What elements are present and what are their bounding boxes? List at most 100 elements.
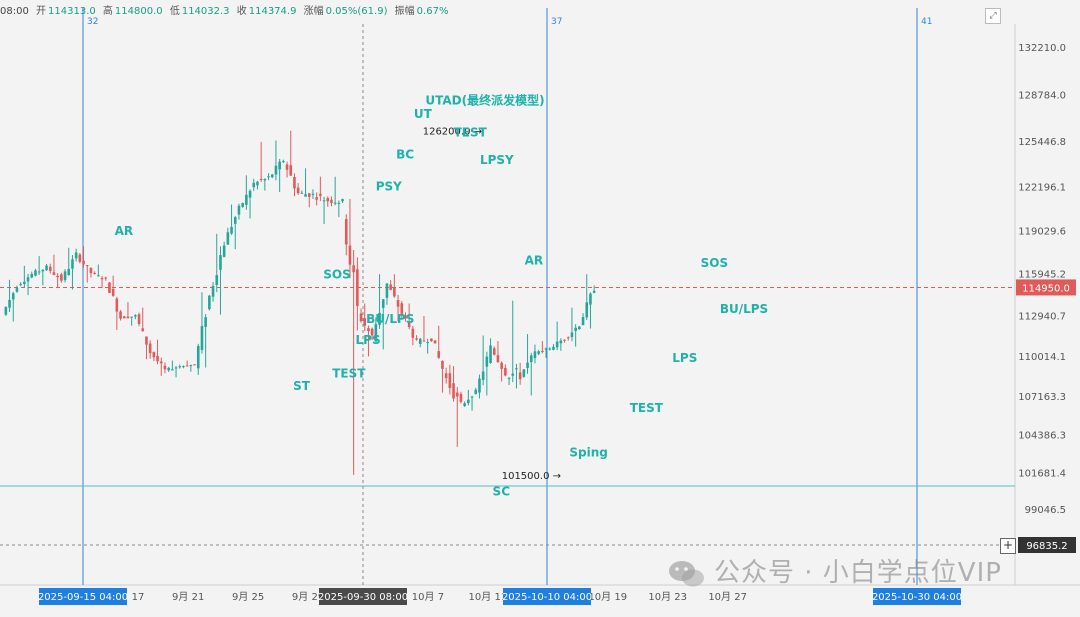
candle-body: [263, 178, 267, 181]
candle-body: [407, 321, 411, 328]
candle-body: [370, 328, 374, 336]
amplitude-label: 振幅: [394, 6, 415, 17]
candle-body: [489, 345, 492, 363]
candle-body: [189, 365, 193, 367]
expand-icon[interactable]: ⤢: [985, 8, 1001, 24]
candle-body: [311, 193, 315, 195]
candle-body: [570, 332, 574, 338]
candle-body: [463, 403, 466, 407]
candle-body: [455, 392, 459, 397]
candle-body: [422, 340, 426, 342]
cycle-date-box: [39, 588, 127, 605]
candle-body: [304, 194, 307, 197]
candle-body: [559, 340, 563, 344]
candle-body: [230, 226, 233, 234]
candle-body: [393, 287, 396, 297]
candle-body: [104, 277, 108, 279]
candle-body: [60, 274, 63, 281]
wyckoff-label: UTAD(最终派发模型): [425, 92, 544, 107]
x-tick-label: 9月 25: [232, 591, 264, 603]
candle-body: [459, 393, 463, 402]
candle-body: [441, 360, 444, 369]
candle-body: [193, 364, 196, 366]
x-tick-label: 10月 19: [588, 591, 627, 603]
candle-body: [548, 348, 552, 350]
candle-body: [8, 299, 11, 308]
candle-body: [108, 282, 111, 293]
candle-body: [437, 351, 441, 358]
candle-body: [474, 389, 478, 395]
candle-body: [492, 348, 496, 355]
wyckoff-label: LPSY: [480, 153, 514, 167]
crosshair-date-box: [319, 588, 407, 605]
wyckoff-label: BU/LPS: [720, 302, 768, 316]
candle-body: [337, 202, 341, 204]
candle-body: [381, 299, 385, 308]
candle-body: [141, 328, 145, 332]
candle-body: [19, 284, 22, 286]
candle-body: [115, 298, 119, 312]
candle-body: [507, 377, 511, 379]
cycle-number: 41: [921, 17, 932, 27]
add-button[interactable]: +: [1000, 538, 1016, 554]
wyckoff-label: SC: [493, 485, 511, 499]
crosshair-date-label: 2025-09-30 08:00: [318, 592, 408, 603]
candle-body: [152, 352, 156, 358]
candle-body: [85, 265, 89, 267]
candle-body: [274, 165, 278, 175]
candle-body: [300, 192, 304, 194]
wyckoff-label: TEST: [332, 366, 366, 380]
candle-body: [529, 355, 533, 363]
candle-body: [500, 362, 503, 369]
candle-body: [233, 217, 237, 224]
cycle-date-box: [873, 588, 961, 605]
candle-body: [93, 272, 96, 274]
candle-body: [100, 277, 104, 280]
x-tick-label: 9月 29: [292, 591, 324, 603]
candle-body: [256, 181, 259, 186]
candle-body: [67, 268, 71, 275]
candle-body: [470, 396, 474, 398]
candle-body: [171, 369, 174, 371]
candle-body: [411, 328, 415, 338]
candle-body: [518, 372, 522, 380]
wechat-icon: [669, 560, 704, 586]
candle-body: [400, 303, 404, 314]
candle-body: [330, 199, 333, 203]
watermark: 公众号 · 小白学点位VIP: [668, 552, 1002, 589]
candle-body: [145, 336, 148, 345]
candle-body: [544, 348, 548, 350]
candle-body: [252, 182, 256, 188]
candle-body: [219, 255, 222, 270]
wyckoff-label: AR: [525, 253, 544, 267]
candle-body: [74, 252, 78, 259]
candle-body: [478, 378, 481, 393]
y-tick-label: 115945.2: [1018, 270, 1066, 281]
wyckoff-label: BU/LPS: [366, 312, 414, 326]
candle-body: [293, 177, 296, 189]
change-value: 0.05%(61.9): [325, 6, 388, 17]
candle-body: [537, 351, 540, 354]
candle-body: [82, 260, 85, 265]
x-tick-label: 10月 23: [648, 591, 687, 603]
candle-body: [237, 205, 241, 215]
candle-body: [208, 295, 211, 310]
y-tick-label: 128784.0: [1018, 91, 1066, 102]
candle-body: [418, 338, 422, 344]
x-tick-label: 9月 21: [172, 591, 204, 603]
candle-body: [78, 254, 82, 262]
candle-body: [566, 337, 570, 339]
candle-body: [296, 187, 300, 194]
candle-body: [448, 373, 452, 389]
candle-body: [415, 338, 418, 340]
wyckoff-label: UT: [414, 107, 433, 121]
candle-body: [356, 269, 359, 307]
candle-body: [4, 306, 8, 315]
candle-body: [122, 316, 126, 319]
candle-body: [396, 300, 400, 307]
y-tick-label: 119029.6: [1018, 227, 1066, 238]
candle-body: [533, 351, 537, 359]
price-annotation: 126200.0 →: [423, 127, 482, 138]
candle-body: [245, 194, 248, 205]
